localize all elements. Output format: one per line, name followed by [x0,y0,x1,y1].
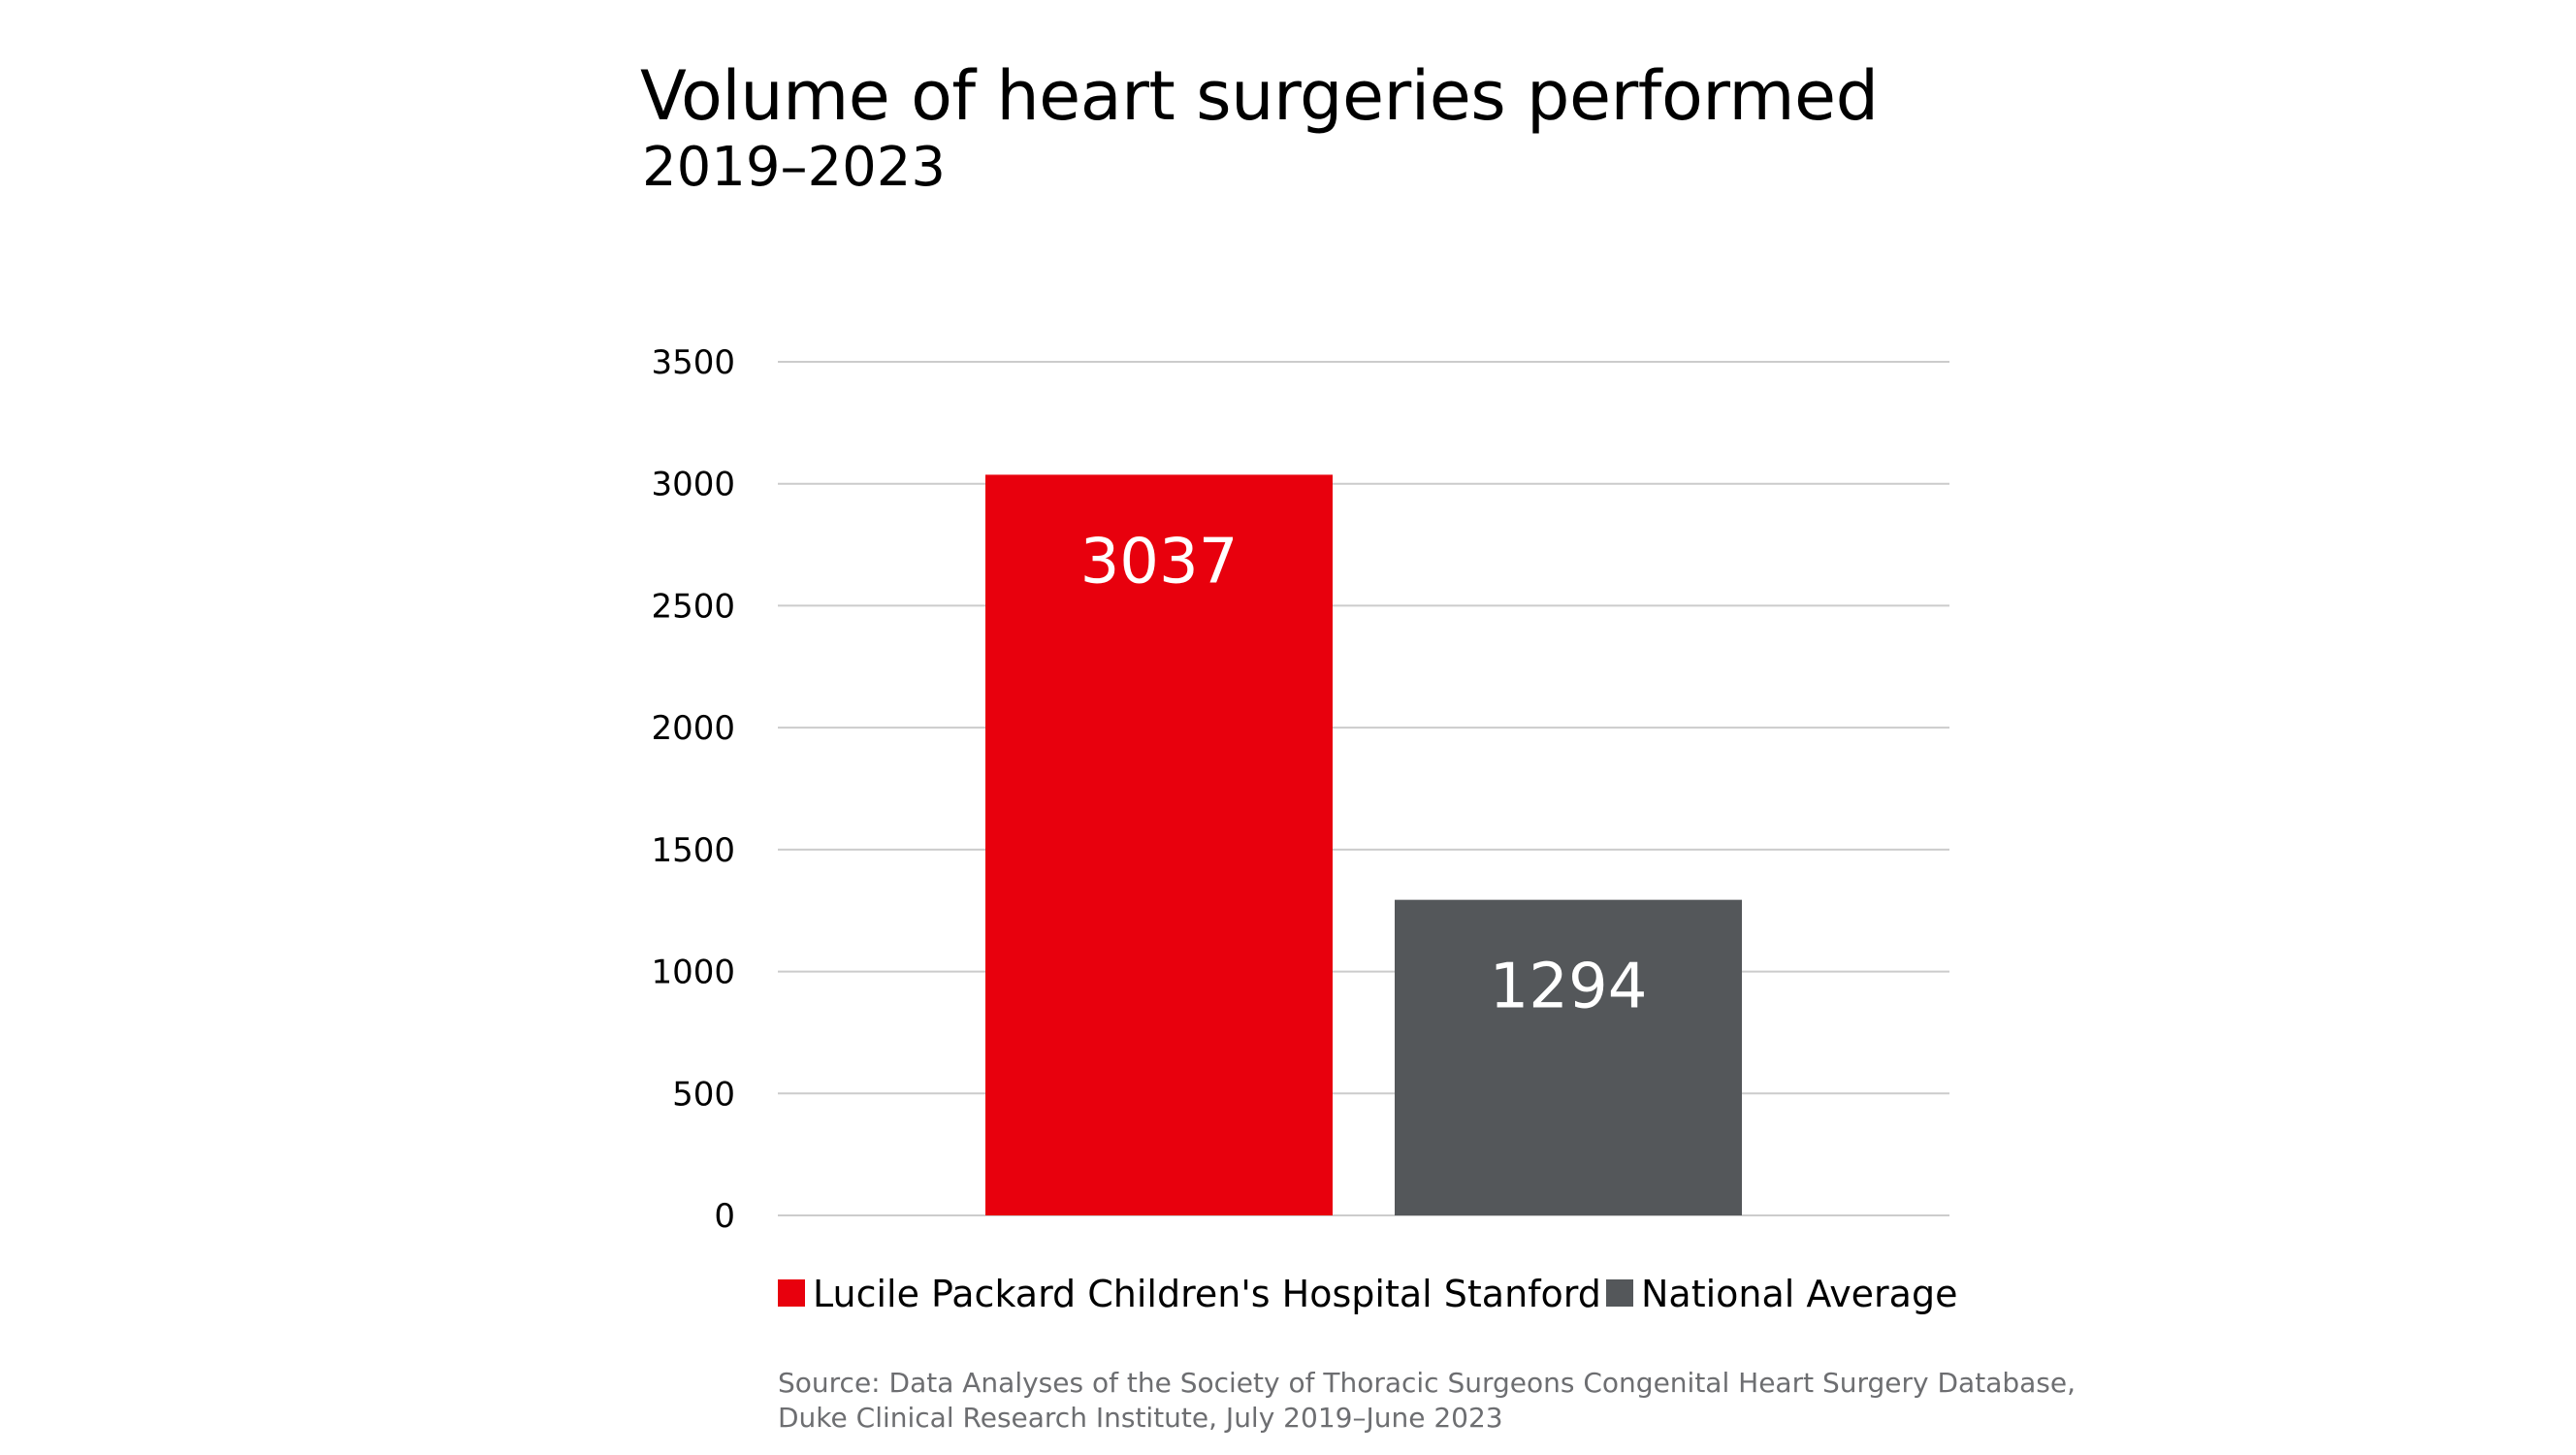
bar-1 [1395,899,1742,1215]
source-line-2: Duke Clinical Research Institute, July 2… [778,1402,1503,1434]
y-tick-label-500: 500 [672,1075,735,1114]
legend-swatch-1 [1606,1279,1633,1307]
data-label-0: 3037 [1080,526,1239,598]
legend-label-1: National Average [1641,1273,1957,1315]
y-tick-label-1500: 1500 [651,831,735,870]
y-tick-label-1000: 1000 [651,954,735,992]
chart-title: Volume of heart surgeries performed [640,56,1879,136]
data-label-1: 1294 [1490,952,1648,1023]
bar-0 [985,474,1333,1215]
legend-label-0: Lucile Packard Children's Hospital Stanf… [813,1273,1601,1315]
source-note: Source: Data Analyses of the Society of … [778,1366,2076,1436]
legend-swatch-0 [778,1279,805,1307]
y-tick-label-3000: 3000 [651,466,735,504]
y-tick-label-2000: 2000 [651,709,735,748]
chart-subtitle: 2019–2023 [642,136,947,199]
y-tick-label-2500: 2500 [651,587,735,626]
y-tick-label-0: 0 [714,1197,735,1236]
y-tick-label-3500: 3500 [651,343,735,382]
source-line-1: Source: Data Analyses of the Society of … [778,1367,2076,1399]
